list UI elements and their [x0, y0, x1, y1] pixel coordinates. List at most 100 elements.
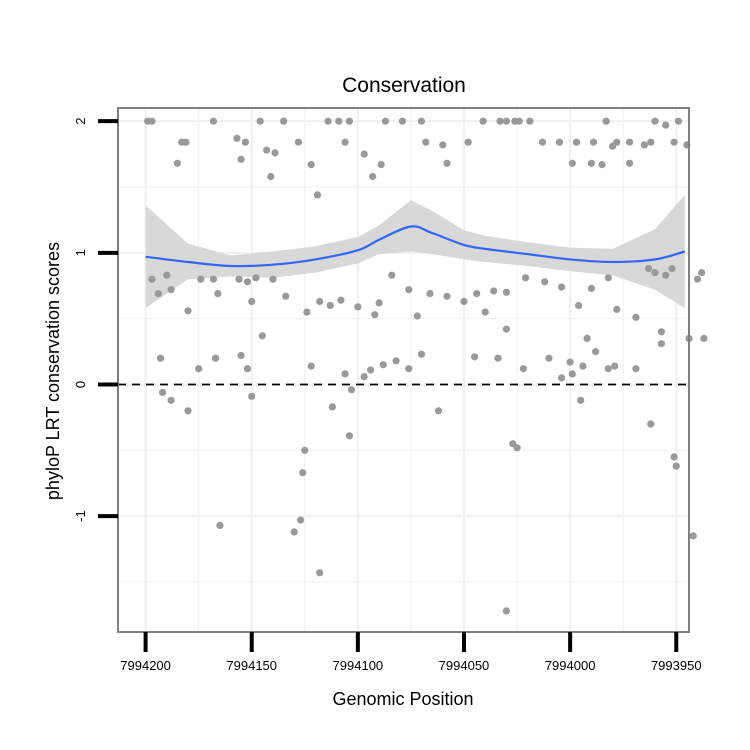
data-point — [604, 274, 612, 282]
data-point — [526, 117, 534, 125]
data-point — [341, 138, 349, 146]
data-point — [689, 532, 697, 540]
data-point — [632, 365, 640, 373]
data-point — [626, 138, 634, 146]
data-point — [513, 444, 521, 452]
data-point — [496, 117, 504, 125]
data-point — [324, 117, 332, 125]
data-point — [426, 290, 434, 298]
data-point — [668, 265, 676, 273]
x-tick-label: 7994200 — [120, 658, 171, 673]
data-point — [604, 365, 612, 373]
data-point — [184, 407, 192, 415]
data-point — [672, 462, 680, 470]
data-point — [662, 121, 670, 129]
y-axis: -1 0 1 2 — [73, 118, 118, 522]
data-point — [371, 311, 379, 319]
data-point — [316, 297, 324, 306]
x-tick-label: 7994100 — [333, 658, 384, 673]
data-point — [354, 303, 362, 311]
data-point — [558, 374, 566, 382]
data-point — [347, 386, 356, 394]
data-point — [290, 528, 298, 536]
data-point — [369, 172, 377, 181]
data-point — [657, 340, 666, 348]
data-point — [167, 286, 175, 294]
data-point — [417, 350, 426, 358]
data-point — [490, 287, 498, 295]
data-point — [583, 334, 591, 342]
data-point — [592, 348, 600, 356]
data-point — [670, 453, 678, 461]
data-point — [148, 275, 156, 283]
data-point — [481, 308, 489, 316]
data-point — [568, 159, 576, 167]
data-point — [598, 161, 606, 169]
x-tick-label: 7993950 — [651, 658, 702, 673]
data-point — [647, 138, 655, 146]
data-point — [316, 569, 324, 577]
smooth-line-layer — [145, 225, 686, 268]
data-point — [209, 117, 218, 125]
confidence-ribbon — [145, 194, 685, 309]
data-point — [698, 269, 706, 277]
data-point — [587, 159, 596, 167]
confidence-ribbon-layer — [145, 194, 685, 309]
data-point — [156, 354, 165, 362]
data-point — [662, 271, 670, 279]
data-point — [626, 159, 634, 167]
data-point — [422, 138, 430, 146]
x-tick-label: 7994050 — [439, 658, 490, 673]
data-point — [345, 432, 353, 440]
data-point — [163, 271, 171, 279]
data-point — [335, 117, 343, 125]
data-point — [303, 308, 311, 316]
data-point — [519, 365, 528, 373]
data-point — [294, 138, 302, 146]
data-point — [640, 141, 649, 149]
data-point — [392, 357, 400, 365]
data-point — [398, 117, 406, 125]
x-axis-title: Genomic Position — [332, 689, 473, 709]
data-point — [299, 469, 307, 477]
data-point — [159, 388, 167, 396]
data-point — [269, 275, 277, 283]
data-point — [209, 275, 218, 283]
data-point — [511, 117, 519, 125]
data-point — [360, 150, 368, 158]
data-point — [460, 297, 468, 306]
data-point — [609, 142, 617, 150]
data-point — [173, 159, 181, 167]
y-tick-label: 1 — [73, 249, 88, 256]
data-point — [473, 290, 481, 298]
data-point — [216, 521, 224, 530]
data-point — [405, 286, 413, 294]
data-point — [307, 161, 315, 169]
data-point — [375, 299, 383, 307]
y-tick-label: 0 — [73, 381, 88, 388]
y-tick-label: 2 — [73, 118, 88, 125]
data-point — [243, 365, 252, 373]
chart-title: Conservation — [342, 74, 466, 97]
x-tick-label: 7994150 — [226, 658, 277, 673]
data-point — [541, 278, 549, 286]
data-point — [575, 301, 583, 310]
data-point — [233, 134, 241, 142]
data-point — [545, 354, 553, 362]
data-point — [555, 138, 564, 146]
data-point — [271, 149, 279, 157]
data-point — [568, 370, 576, 378]
data-point — [613, 305, 621, 313]
data-point — [167, 396, 175, 404]
data-point — [579, 362, 587, 370]
data-point — [587, 284, 596, 292]
data-point — [337, 296, 345, 304]
data-point — [341, 370, 349, 378]
data-point — [502, 607, 510, 615]
data-point — [538, 138, 547, 146]
data-point — [632, 313, 640, 321]
data-point — [413, 312, 421, 320]
data-point — [611, 362, 619, 370]
data-point — [184, 307, 192, 315]
